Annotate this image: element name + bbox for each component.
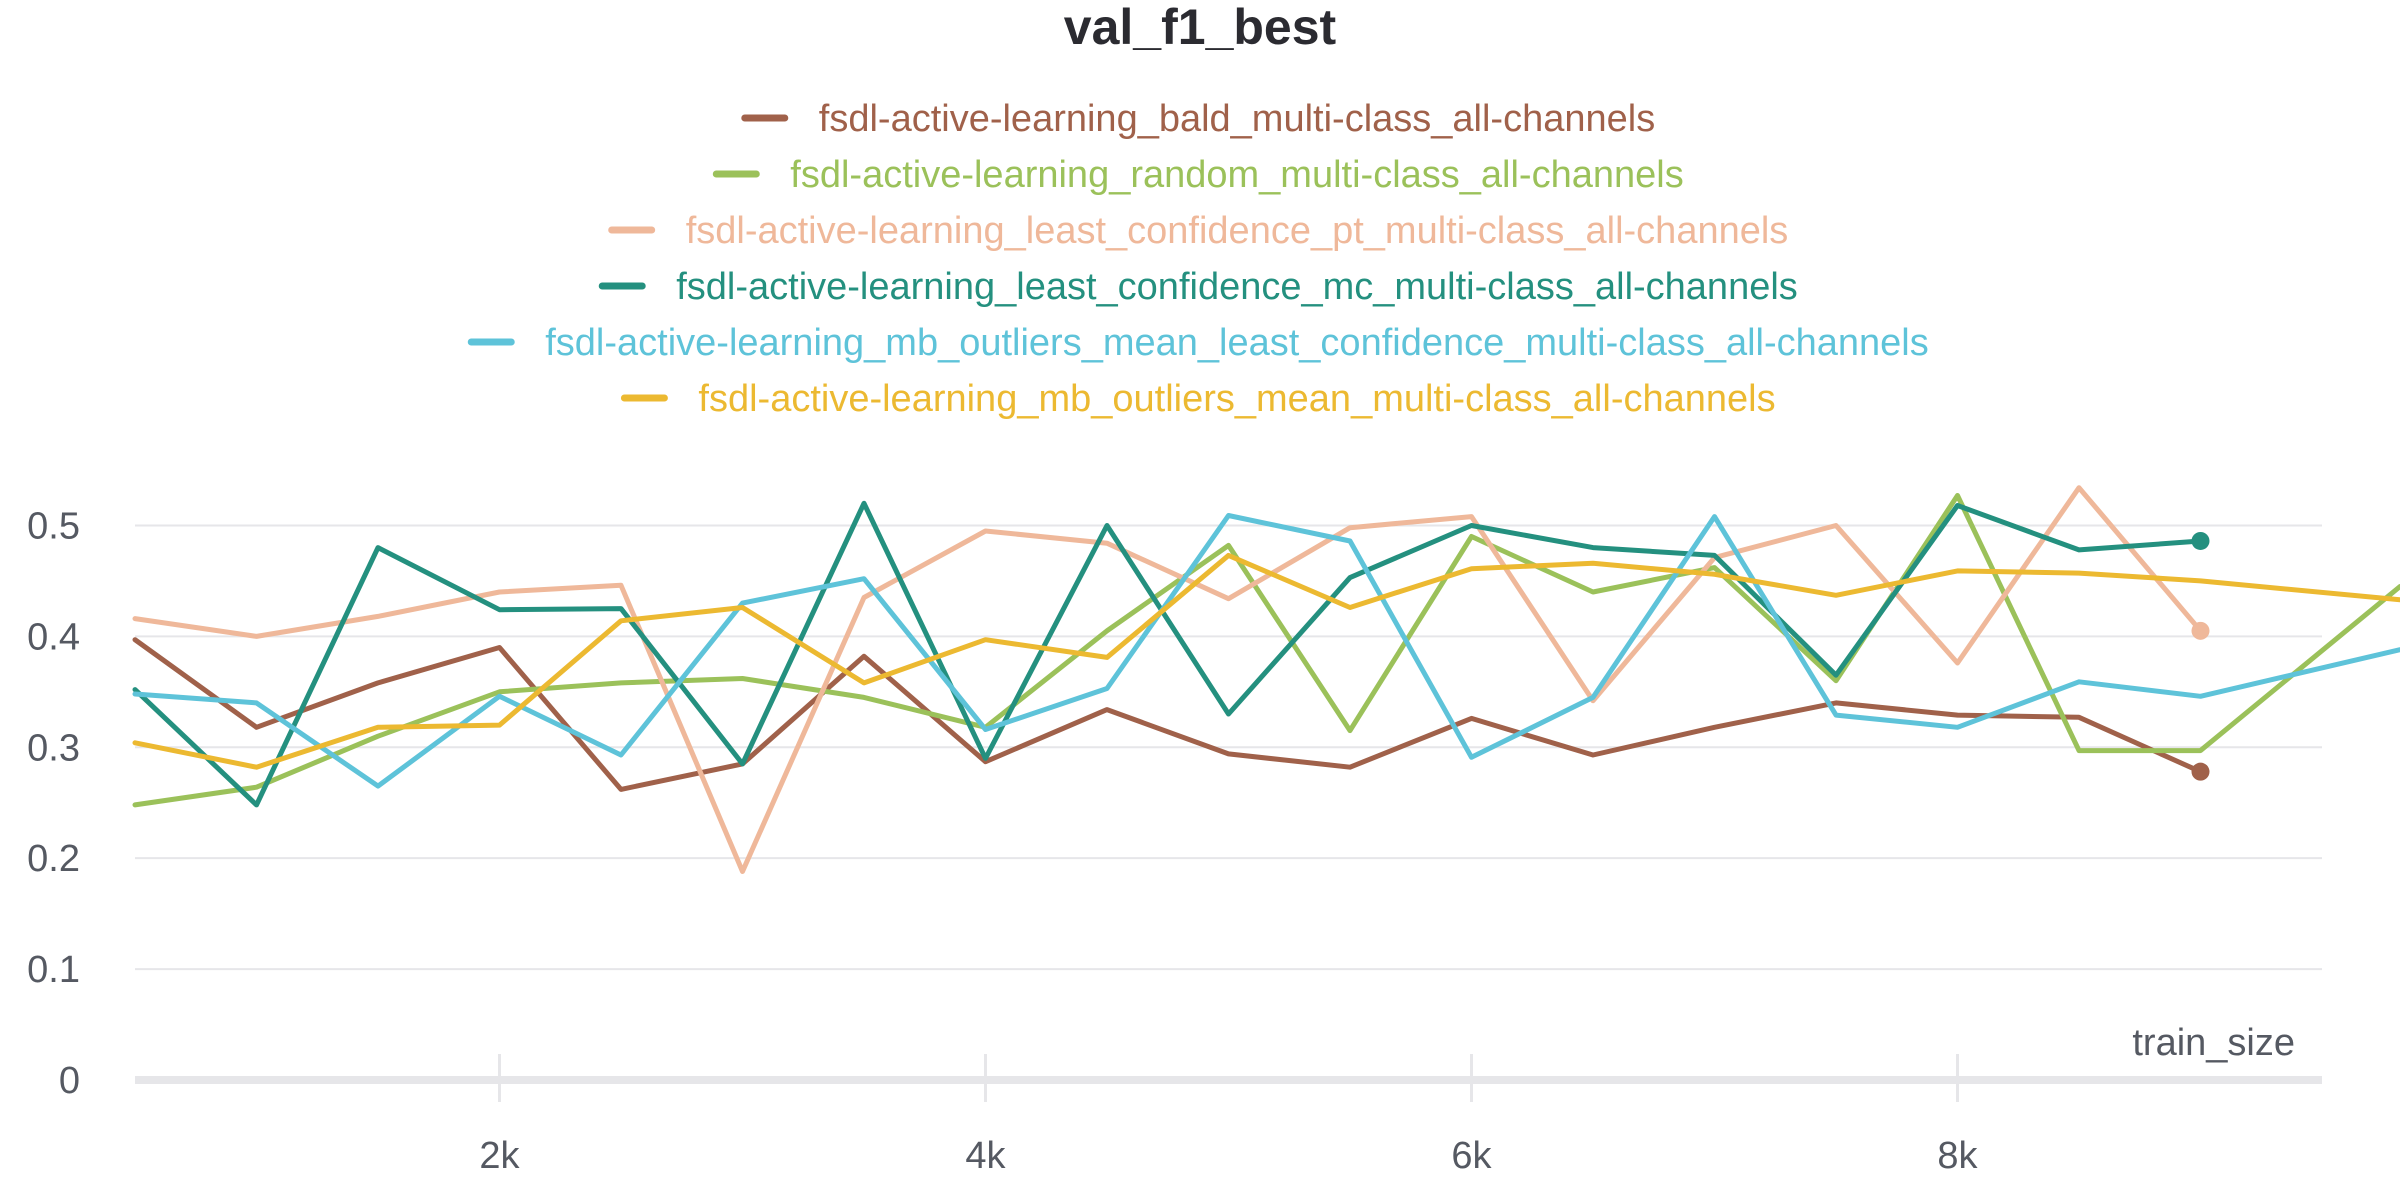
series-end-point[interactable] [2191, 762, 2210, 781]
y-tick-label: 0.4 [27, 616, 80, 658]
series-lines [132, 485, 2400, 874]
x-tick-label: 2k [479, 1135, 520, 1177]
legend-item[interactable]: fsdl-active-learning_least_confidence_pt… [608, 210, 1789, 252]
legend-label: fsdl-active-learning_least_confidence_pt… [686, 210, 1789, 252]
y-tick-label: 0 [59, 1060, 80, 1102]
legend-item[interactable]: fsdl-active-learning_bald_multi-class_al… [741, 98, 1655, 140]
legend: fsdl-active-learning_bald_multi-class_al… [467, 98, 1929, 420]
legend-label: fsdl-active-learning_mb_outliers_mean_mu… [698, 378, 1775, 420]
series-end-point[interactable] [2191, 531, 2210, 550]
x-axis-label: train_size [2132, 1022, 2295, 1064]
end-markers [2191, 531, 2210, 781]
legend-item[interactable]: fsdl-active-learning_mb_outliers_mean_le… [467, 322, 1929, 364]
x-tick-label: 4k [965, 1135, 1006, 1177]
y-tick-label: 0.3 [27, 727, 80, 769]
y-tick-label: 0.5 [27, 505, 80, 547]
chart-title: val_f1_best [1064, 0, 1337, 55]
x-tick-label: 8k [1937, 1135, 1978, 1177]
y-tick-label: 0.1 [27, 949, 80, 991]
x-axis: 2k 4k 6k 8k [135, 1054, 2322, 1177]
grid [135, 524, 2322, 971]
series-line[interactable] [132, 637, 2203, 792]
legend-label: fsdl-active-learning_least_confidence_mc… [676, 266, 1798, 308]
y-tick-label: 0.2 [27, 838, 80, 880]
series-line[interactable] [132, 513, 2400, 789]
series-line[interactable] [132, 552, 2400, 770]
legend-label: fsdl-active-learning_bald_multi-class_al… [819, 98, 1655, 140]
y-axis-ticks: 0 0.1 0.2 0.3 0.4 0.5 [27, 505, 80, 1102]
legend-item[interactable]: fsdl-active-learning_random_multi-class_… [712, 154, 1684, 196]
legend-item[interactable]: fsdl-active-learning_mb_outliers_mean_mu… [620, 378, 1776, 420]
series-line[interactable] [132, 485, 2203, 874]
legend-label: fsdl-active-learning_random_multi-class_… [790, 154, 1683, 196]
series-line[interactable] [132, 493, 2400, 808]
x-tick-label: 6k [1451, 1135, 1492, 1177]
legend-item[interactable]: fsdl-active-learning_least_confidence_mc… [598, 266, 1798, 308]
series-end-point[interactable] [2191, 621, 2210, 640]
series-line[interactable] [132, 500, 2203, 808]
legend-label: fsdl-active-learning_mb_outliers_mean_le… [545, 322, 1929, 364]
